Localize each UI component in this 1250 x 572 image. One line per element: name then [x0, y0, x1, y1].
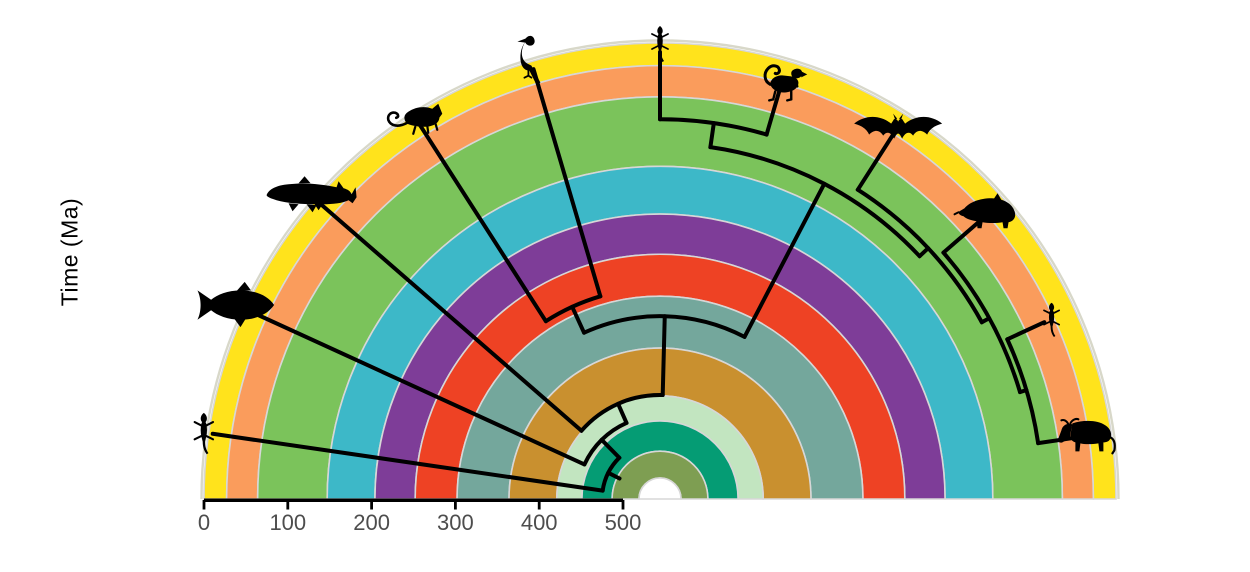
branch: [319, 203, 584, 433]
branch: [1036, 435, 1077, 446]
salamander-silhouette-icon: [193, 412, 215, 455]
coelacanth-silhouette-icon: [266, 176, 357, 213]
branch: [708, 121, 716, 150]
branch: [764, 90, 782, 137]
tip-silhouettes: [193, 26, 1116, 455]
branch: [248, 309, 587, 467]
salamander-silhouette-icon: [651, 26, 669, 62]
axis-tick-label: 300: [437, 510, 474, 535]
phylogeny-branches: [210, 50, 1077, 493]
bat-silhouette-icon: [854, 113, 943, 139]
cow-silhouette-icon: [1058, 417, 1116, 455]
center-hole: [638, 477, 682, 500]
branch: [917, 246, 931, 259]
branch: [660, 314, 667, 397]
axis-tick-label: 400: [521, 510, 558, 535]
branch: [1017, 388, 1029, 395]
branch: [531, 67, 603, 299]
branch: [855, 133, 895, 192]
branch: [418, 123, 548, 324]
branch: [941, 218, 982, 255]
branch: [599, 437, 622, 460]
axis-tick-label: 200: [353, 510, 390, 535]
axis-tick-label: 100: [269, 510, 306, 535]
boar-silhouette-icon: [953, 193, 1016, 229]
time-axis: 0 100 200 300 400 500: [198, 498, 642, 535]
branch: [606, 470, 622, 481]
branch: [1005, 320, 1047, 342]
salamander-silhouette-icon: [1043, 302, 1061, 337]
fish-silhouette-icon: [197, 281, 275, 328]
monkey-silhouette-icon: [763, 64, 808, 102]
branch: [742, 181, 827, 339]
axis-tick-label: 0: [198, 510, 210, 535]
branch: [979, 316, 992, 325]
chameleon-silhouette-icon: [386, 103, 443, 135]
branch: [210, 431, 605, 493]
branch: [570, 304, 587, 335]
bird-silhouette-icon: [517, 35, 541, 85]
axis-tick-label: 500: [605, 510, 642, 535]
geologic-period-rings: [200, 39, 1120, 500]
branch: [616, 401, 629, 425]
